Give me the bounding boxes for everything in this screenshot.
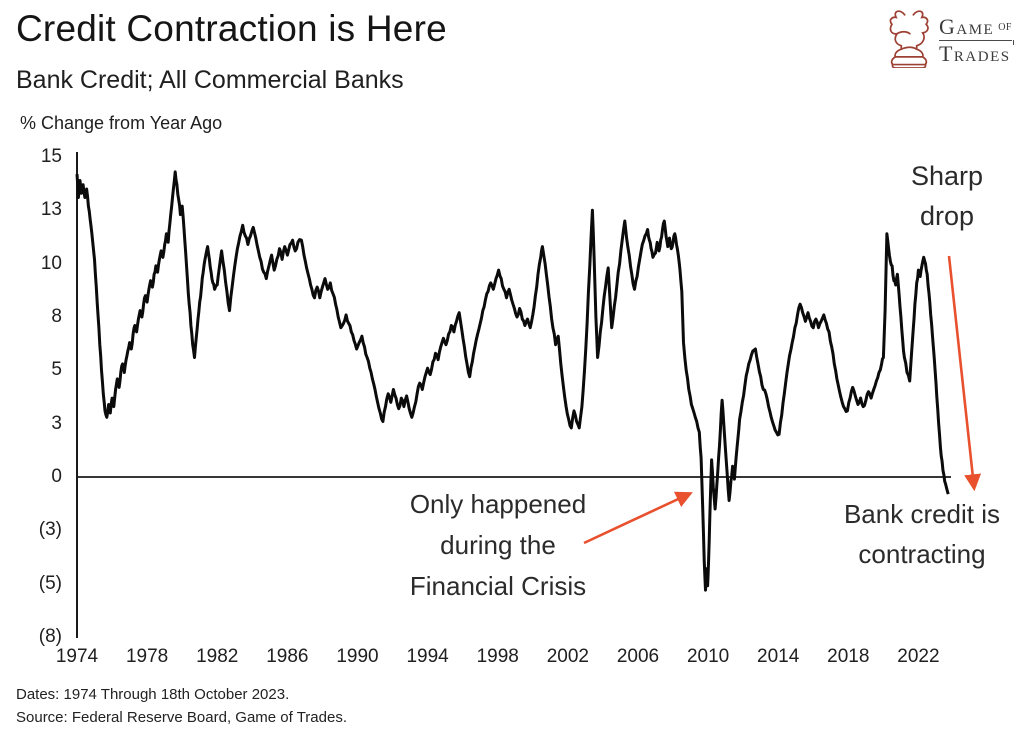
y-axis-title: % Change from Year Ago xyxy=(20,113,223,133)
x-tick-label: 2014 xyxy=(757,646,800,667)
footnote-source: Source: Federal Reserve Board, Game of T… xyxy=(16,709,347,726)
x-tick-label: 2022 xyxy=(897,646,940,667)
brand-wordmark: GAME OF TRADES xyxy=(938,14,1015,66)
y-tick-label: 3 xyxy=(51,412,62,434)
x-tick-label: 2002 xyxy=(546,646,589,667)
y-tick-label: 0 xyxy=(51,466,62,487)
x-tick-label: 1994 xyxy=(406,646,449,667)
y-tick-label: (8) xyxy=(38,625,62,647)
x-tick-label: 1978 xyxy=(125,646,169,667)
sharp-drop-arrow xyxy=(947,255,982,492)
bank-credit-series-line xyxy=(75,170,950,592)
x-tick-label: 2010 xyxy=(686,646,730,667)
crisis-arrow xyxy=(583,491,693,545)
y-tick-label: 5 xyxy=(51,359,62,381)
bull-chess-piece-icon xyxy=(884,8,934,73)
x-tick-label: 1986 xyxy=(266,646,309,667)
y-tick-label: 10 xyxy=(40,252,62,274)
x-tick-label: 1998 xyxy=(476,646,519,667)
brand-line-game-of: GAME OF xyxy=(938,14,1012,39)
brand-logo: GAME OF TRADES xyxy=(884,8,1015,73)
x-tick-label: 1990 xyxy=(336,646,379,667)
annotation-bank-credit-contracting: Bank credit is contracting xyxy=(843,499,1001,569)
page-title: Credit Contraction is Here xyxy=(16,8,447,49)
y-tick-label: 15 xyxy=(40,146,62,167)
annotation-financial-crisis: Only happened during the Financial Crisi… xyxy=(409,489,587,601)
brand-line-trades: TRADES xyxy=(938,40,1015,66)
y-tick-label: 13 xyxy=(40,199,62,221)
footnote-dates: Dates: 1974 Through 18th October 2023. xyxy=(16,686,290,703)
x-tick-label: 2006 xyxy=(616,646,660,667)
y-tick-label: 8 xyxy=(51,306,62,327)
chart-subtitle: Bank Credit; All Commercial Banks xyxy=(16,66,404,94)
x-tick-label: 1974 xyxy=(55,646,99,667)
y-tick-label: (5) xyxy=(38,572,62,594)
annotation-sharp-drop: Sharp drop xyxy=(910,161,984,231)
x-tick-label: 2018 xyxy=(827,646,870,667)
y-tick-label: (3) xyxy=(38,519,62,541)
x-tick-label: 1982 xyxy=(196,646,239,667)
